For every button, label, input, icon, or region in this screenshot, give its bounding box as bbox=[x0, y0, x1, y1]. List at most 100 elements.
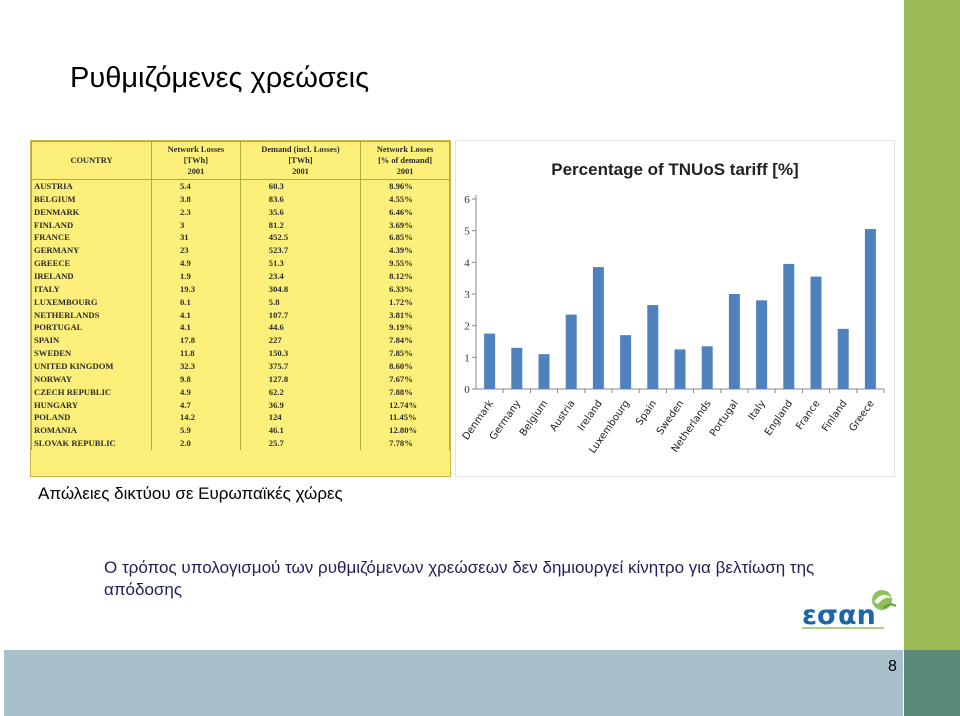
value-cell: 4.55% bbox=[360, 192, 450, 206]
country-cell: AUSTRIA bbox=[31, 179, 152, 193]
value-cell: 6.33% bbox=[360, 282, 450, 296]
table-row: GERMANY 23 523.7 4.39% bbox=[31, 244, 450, 258]
table-header-line: Network Losses bbox=[167, 145, 225, 154]
bar bbox=[701, 346, 713, 389]
country-cell: BELGIUM bbox=[31, 192, 152, 206]
table-row: POLAND 14.2 124 11.45% bbox=[31, 411, 450, 425]
value-cell: 9.55% bbox=[360, 257, 450, 271]
bar bbox=[647, 305, 659, 389]
table-row: GREECE 4.9 51.3 9.55% bbox=[31, 257, 450, 271]
value-cell: 3.81% bbox=[360, 308, 450, 322]
table-header-2: Demand (incl. Losses) [TWh] 2001 bbox=[239, 141, 362, 180]
value-cell: 8.60% bbox=[360, 360, 450, 373]
table-row: LUXEMBOURG 0.1 5.8 1.72% bbox=[31, 295, 450, 309]
table-row: SLOVAK REPUBLIC 2.0 25.7 7.78% bbox=[31, 437, 450, 451]
value-cell: 523.7 bbox=[239, 244, 362, 258]
x-tick-label: Finland bbox=[820, 398, 850, 434]
country-cell: POLAND bbox=[31, 411, 152, 425]
slide-title: Ρυθμιζόμενες χρεώσεις bbox=[70, 62, 370, 94]
value-cell: 4.9 bbox=[151, 257, 241, 271]
table-row: UNITED KINGDOM 32.3 375.7 8.60% bbox=[31, 360, 450, 373]
bar bbox=[756, 300, 768, 389]
country-cell: GERMANY bbox=[31, 244, 152, 258]
country-cell: FINLAND bbox=[31, 218, 152, 232]
table-row: CZECH REPUBLIC 4.9 62.2 7.88% bbox=[31, 385, 450, 399]
value-cell: 4.7 bbox=[151, 398, 241, 412]
table-row: AUSTRIA 5.4 60.3 8.96% bbox=[31, 179, 450, 193]
table-header-line: 2001 bbox=[396, 167, 414, 176]
table-row: BELGIUM 3.8 83.6 4.55% bbox=[31, 192, 450, 206]
x-tick-label: Greece bbox=[847, 398, 876, 433]
bar bbox=[592, 267, 604, 389]
value-cell: 8.12% bbox=[360, 270, 450, 283]
value-cell: 32.3 bbox=[151, 360, 241, 373]
value-cell: 60.3 bbox=[239, 179, 362, 193]
value-cell: 2.0 bbox=[151, 437, 241, 451]
value-cell: 7.88% bbox=[360, 385, 450, 399]
footer-corner bbox=[904, 650, 960, 716]
right-accent-bar bbox=[904, 0, 960, 650]
value-cell: 9.19% bbox=[360, 321, 450, 335]
chart-title: Percentage of TNUoS tariff [%] bbox=[551, 160, 798, 179]
table-row: FRANCE 31 452.5 6.85% bbox=[31, 231, 450, 245]
value-cell: 23 bbox=[151, 244, 241, 258]
value-cell: 81.2 bbox=[239, 218, 362, 232]
value-cell: 6.46% bbox=[360, 205, 450, 219]
bar bbox=[810, 276, 822, 389]
value-cell: 35.6 bbox=[239, 205, 362, 219]
table-row: ROMANIA 5.9 46.1 12.80% bbox=[31, 424, 450, 438]
value-cell: 7.67% bbox=[360, 372, 450, 386]
table-row: SWEDEN 11.8 150.3 7.85% bbox=[31, 347, 450, 361]
country-cell: CZECH REPUBLIC bbox=[31, 385, 152, 399]
bar bbox=[674, 349, 686, 389]
value-cell: 375.7 bbox=[239, 360, 362, 373]
value-cell: 46.1 bbox=[239, 424, 362, 438]
value-cell: 4.39% bbox=[360, 244, 450, 258]
value-cell: 3 bbox=[151, 218, 241, 232]
table-row: FINLAND 3 81.2 3.69% bbox=[31, 218, 450, 232]
y-tick-label: 3 bbox=[464, 289, 470, 301]
value-cell: 3.69% bbox=[360, 218, 450, 232]
value-cell: 7.85% bbox=[360, 347, 450, 361]
y-tick-label: 5 bbox=[464, 226, 470, 238]
value-cell: 36.9 bbox=[239, 398, 362, 412]
country-cell: ROMANIA bbox=[31, 424, 152, 438]
value-cell: 5.9 bbox=[151, 424, 241, 438]
country-cell: NETHERLANDS bbox=[31, 308, 152, 322]
value-cell: 107.7 bbox=[239, 308, 362, 322]
value-cell: 124 bbox=[239, 411, 362, 425]
value-cell: 452.5 bbox=[239, 231, 362, 245]
value-cell: 62.2 bbox=[239, 385, 362, 399]
value-cell: 4.9 bbox=[151, 385, 241, 399]
country-cell: UNITED KINGDOM bbox=[31, 360, 152, 373]
table-header-line: 2001 bbox=[187, 167, 205, 176]
country-cell: LUXEMBOURG bbox=[31, 295, 152, 309]
table-row: DENMARK 2.3 35.6 6.46% bbox=[31, 205, 450, 219]
esan-logo-icon: εσαn bbox=[802, 590, 897, 631]
table-header-line: [TWh] bbox=[288, 156, 313, 165]
value-cell: 5.8 bbox=[239, 295, 362, 309]
esan-logo: εσαn bbox=[800, 588, 900, 646]
value-cell: 1.72% bbox=[360, 295, 450, 309]
value-cell: 5.4 bbox=[151, 179, 241, 193]
value-cell: 17.8 bbox=[151, 334, 241, 348]
x-tick-label: France bbox=[794, 398, 822, 432]
bar bbox=[864, 229, 876, 389]
value-cell: 8.96% bbox=[360, 179, 450, 193]
x-tick-label: Spain bbox=[634, 398, 659, 427]
country-cell: DENMARK bbox=[31, 205, 152, 219]
x-tick-label: Ireland bbox=[576, 398, 605, 433]
x-tick-label: Italy bbox=[747, 398, 769, 422]
bar bbox=[511, 347, 523, 389]
value-cell: 4.1 bbox=[151, 321, 241, 335]
value-cell: 0.1 bbox=[151, 295, 241, 309]
value-cell: 11.8 bbox=[151, 347, 241, 361]
country-cell: HUNGARY bbox=[31, 398, 152, 412]
table-header-3: Network Losses [% of demand] 2001 bbox=[360, 141, 450, 180]
tnuos-chart-svg: Percentage of TNUoS tariff [%]0123456Den… bbox=[461, 160, 885, 456]
value-cell: 2.3 bbox=[151, 205, 241, 219]
value-cell: 1.9 bbox=[151, 270, 241, 283]
value-cell: 11.45% bbox=[360, 411, 450, 425]
country-cell: NORWAY bbox=[31, 372, 152, 386]
bar bbox=[565, 314, 577, 389]
